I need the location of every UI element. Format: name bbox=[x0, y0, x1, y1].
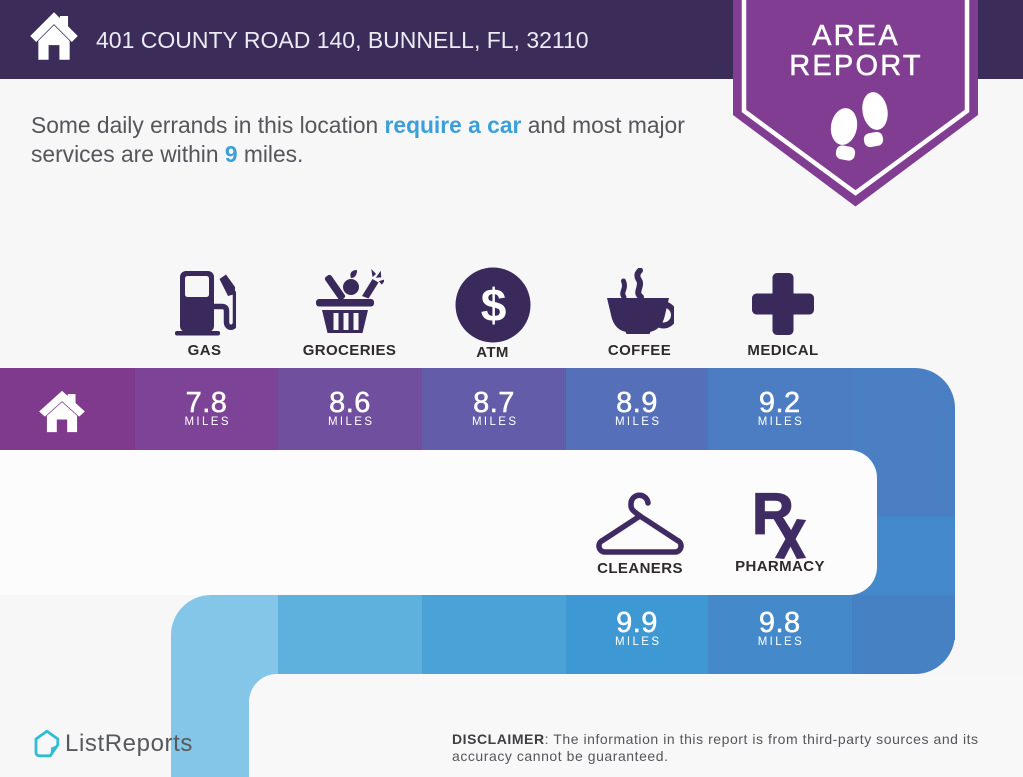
svg-text:AREA: AREA bbox=[812, 20, 900, 52]
svg-text:REPORT: REPORT bbox=[789, 50, 923, 82]
svg-text:$: $ bbox=[480, 279, 506, 331]
